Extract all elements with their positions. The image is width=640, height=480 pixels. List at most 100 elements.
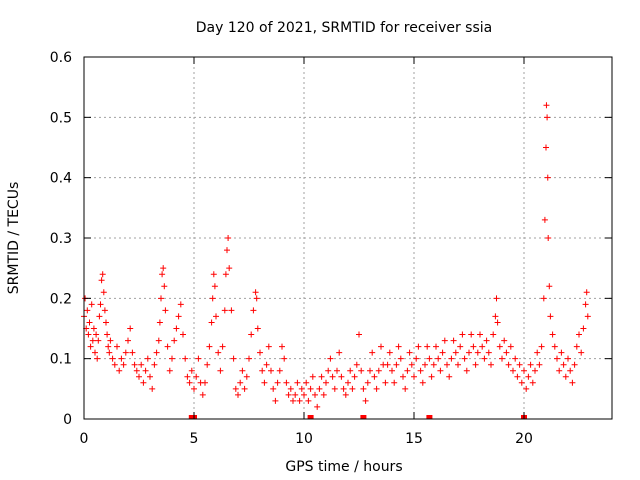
data-point bbox=[413, 355, 420, 362]
data-point bbox=[208, 319, 215, 326]
data-point bbox=[98, 277, 105, 284]
data-point bbox=[549, 331, 556, 338]
data-point bbox=[232, 385, 239, 392]
data-point bbox=[461, 355, 468, 362]
data-point bbox=[309, 373, 316, 380]
data-point bbox=[202, 379, 208, 386]
data-point bbox=[250, 307, 257, 314]
data-point bbox=[241, 385, 248, 392]
data-point bbox=[193, 373, 200, 380]
data-point bbox=[99, 271, 106, 278]
data-point bbox=[560, 361, 567, 368]
data-point bbox=[182, 355, 189, 362]
data-point bbox=[252, 289, 259, 296]
data-point bbox=[358, 367, 365, 374]
data-point bbox=[323, 379, 329, 386]
data-point bbox=[263, 361, 270, 368]
data-point bbox=[261, 379, 268, 386]
data-point bbox=[544, 174, 551, 181]
data-point bbox=[499, 355, 505, 362]
data-point bbox=[373, 385, 380, 392]
data-point bbox=[101, 307, 108, 314]
data-point bbox=[104, 331, 111, 338]
data-point bbox=[534, 349, 541, 356]
data-point bbox=[86, 319, 93, 326]
data-point bbox=[316, 385, 323, 392]
data-point bbox=[565, 355, 571, 362]
data-point bbox=[243, 373, 250, 380]
data-point bbox=[395, 343, 402, 350]
data-point bbox=[161, 283, 168, 290]
data-point bbox=[320, 391, 327, 398]
data-point bbox=[290, 397, 296, 404]
data-point bbox=[386, 349, 393, 356]
data-point bbox=[180, 331, 186, 338]
data-point bbox=[97, 301, 104, 308]
data-point bbox=[582, 301, 589, 308]
data-point bbox=[204, 361, 211, 368]
data-point bbox=[448, 355, 455, 362]
data-point bbox=[573, 343, 580, 350]
data-point bbox=[342, 391, 349, 398]
data-point bbox=[404, 367, 411, 374]
x-tick-label: 20 bbox=[515, 431, 533, 447]
data-point bbox=[367, 367, 373, 374]
data-point bbox=[556, 367, 563, 374]
data-point bbox=[129, 349, 136, 356]
data-point bbox=[562, 373, 569, 380]
data-point bbox=[116, 367, 123, 374]
data-point bbox=[558, 349, 565, 356]
y-tick-label: 0.1 bbox=[50, 352, 72, 368]
data-point bbox=[294, 379, 301, 386]
data-point bbox=[547, 313, 554, 320]
data-point bbox=[169, 355, 175, 362]
data-point bbox=[512, 355, 519, 362]
data-point bbox=[312, 391, 318, 398]
data-point bbox=[384, 361, 391, 368]
data-point bbox=[199, 391, 206, 398]
data-point bbox=[364, 379, 371, 386]
data-point bbox=[538, 343, 545, 350]
data-point bbox=[474, 349, 481, 356]
data-point bbox=[222, 271, 229, 278]
data-point bbox=[523, 385, 530, 392]
data-point bbox=[215, 349, 222, 356]
data-point bbox=[353, 361, 360, 368]
data-point bbox=[136, 373, 142, 380]
data-point bbox=[340, 385, 347, 392]
data-point bbox=[369, 349, 376, 356]
data-point bbox=[325, 367, 332, 374]
data-point bbox=[177, 301, 184, 308]
data-point bbox=[536, 361, 543, 368]
data-point bbox=[166, 367, 173, 374]
data-point bbox=[583, 289, 590, 296]
data-point bbox=[307, 385, 314, 392]
data-point bbox=[175, 313, 182, 320]
data-point bbox=[455, 361, 461, 368]
data-point bbox=[160, 265, 167, 272]
data-point bbox=[186, 379, 193, 386]
data-point bbox=[466, 349, 472, 356]
data-point bbox=[156, 319, 163, 326]
data-point bbox=[406, 349, 413, 356]
data-point bbox=[287, 385, 294, 392]
data-point bbox=[541, 216, 548, 223]
data-point bbox=[496, 343, 503, 350]
data-point bbox=[329, 373, 336, 380]
data-point bbox=[532, 367, 538, 374]
data-point bbox=[235, 391, 241, 398]
data-point bbox=[133, 367, 140, 374]
data-point bbox=[576, 331, 582, 338]
data-point bbox=[334, 367, 340, 374]
data-point bbox=[279, 343, 285, 350]
y-axis-ticks: 0 0.1 0.2 0.3 0.4 0.5 0.6 bbox=[50, 50, 612, 428]
data-point bbox=[155, 337, 162, 344]
data-point bbox=[446, 373, 453, 380]
data-point bbox=[554, 355, 560, 362]
data-point bbox=[265, 343, 272, 350]
data-point bbox=[345, 379, 351, 386]
data-point bbox=[213, 313, 219, 320]
data-point bbox=[516, 361, 523, 368]
data-point bbox=[159, 271, 166, 278]
